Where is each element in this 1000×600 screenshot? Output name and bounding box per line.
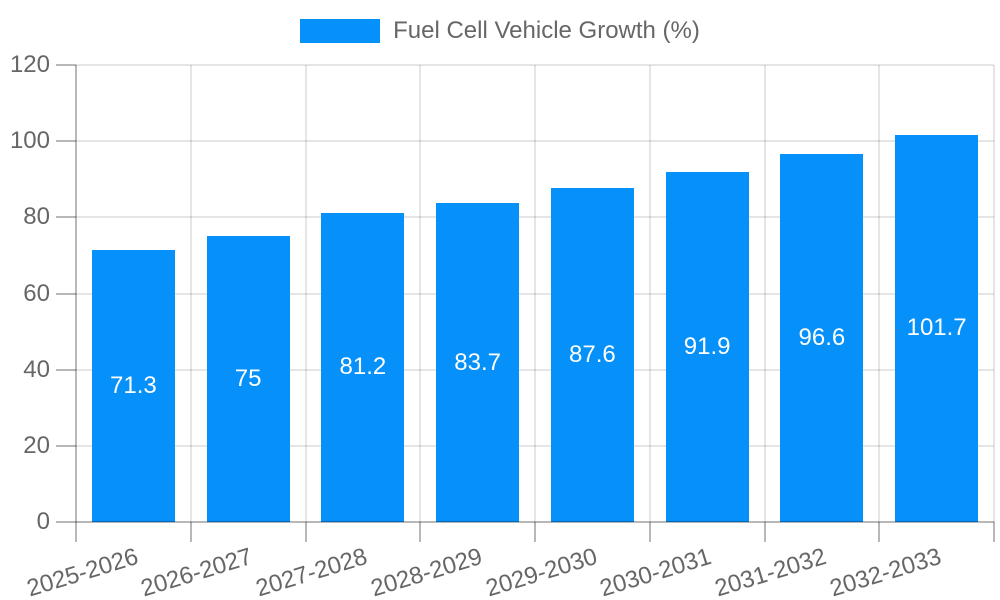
x-axis-tick-label: 2027-2028 — [252, 543, 371, 600]
bar[interactable] — [91, 250, 175, 522]
y-axis-line — [75, 65, 77, 522]
gridline-vertical — [878, 65, 881, 522]
bar-value-label: 96.6 — [798, 324, 846, 352]
gridline-vertical — [189, 65, 192, 522]
bar-value-label: 101.7 — [906, 314, 967, 342]
y-axis-tick-label: 0 — [36, 508, 50, 535]
gridline-horizontal — [76, 368, 994, 371]
y-axis-tick-label: 60 — [23, 279, 50, 307]
bar-value-label: 81.2 — [339, 353, 387, 381]
gridline-vertical — [304, 65, 307, 522]
bar[interactable] — [321, 212, 405, 522]
bar[interactable] — [780, 154, 864, 522]
bar[interactable] — [206, 236, 290, 522]
x-axis-line — [76, 521, 994, 523]
x-axis-tick — [648, 522, 651, 542]
bar-value-label: 87.6 — [569, 341, 616, 369]
legend-label: Fuel Cell Vehicle Growth (%) — [393, 17, 700, 44]
y-axis-tick-label: 80 — [23, 203, 50, 231]
y-axis-tick — [56, 216, 76, 219]
gridline-vertical — [993, 65, 995, 522]
x-axis-tick — [534, 522, 536, 542]
x-axis-tick — [75, 522, 77, 542]
y-axis-tick-label: 120 — [9, 51, 50, 78]
bar-value-label: 71.3 — [110, 372, 157, 400]
y-axis-tick-label: 20 — [23, 431, 50, 459]
y-axis-tick-label: 100 — [9, 127, 50, 155]
gridline-horizontal — [76, 444, 994, 447]
y-axis-tick — [56, 368, 76, 371]
x-axis-tick — [878, 522, 881, 542]
y-axis-tick — [56, 521, 76, 523]
gridline-vertical — [763, 65, 766, 522]
legend[interactable]: Fuel Cell Vehicle Growth (%) — [0, 17, 1000, 45]
bar[interactable] — [895, 134, 979, 522]
x-axis-tick-label: 2026-2027 — [138, 543, 256, 600]
bar-value-label: 83.7 — [454, 348, 501, 376]
gridline-horizontal — [76, 292, 994, 295]
x-axis-tick-label: 2030-2031 — [597, 543, 715, 600]
x-axis-tick — [419, 522, 422, 542]
bar-value-label: 91.9 — [683, 333, 731, 360]
x-axis-tick — [304, 522, 307, 542]
y-axis-tick — [56, 292, 76, 295]
y-axis-tick — [56, 64, 76, 66]
bar[interactable] — [550, 188, 634, 522]
x-axis-tick — [189, 522, 192, 542]
bar[interactable] — [665, 172, 749, 522]
gridline-horizontal — [76, 216, 994, 219]
gridline-vertical — [648, 65, 651, 522]
x-axis-tick-label: 2031-2032 — [711, 543, 830, 600]
x-axis-tick-label: 2029-2030 — [482, 543, 600, 600]
gridline-vertical — [419, 65, 422, 522]
x-axis-tick-label: 2028-2029 — [367, 543, 486, 600]
gridline-horizontal — [76, 64, 994, 66]
x-axis-tick-label: 2025-2026 — [23, 543, 141, 600]
y-axis-tick — [56, 140, 76, 143]
legend-swatch — [300, 19, 381, 43]
bar-value-label: 75 — [234, 365, 262, 393]
bar[interactable] — [436, 203, 520, 522]
gridline-vertical — [534, 65, 536, 522]
x-axis-tick — [763, 522, 766, 542]
x-axis-tick-label: 2032-2033 — [826, 543, 945, 600]
y-axis-tick-label: 40 — [23, 355, 50, 383]
x-axis-tick — [993, 522, 995, 542]
gridline-horizontal — [76, 140, 994, 143]
y-axis-tick — [56, 444, 76, 447]
